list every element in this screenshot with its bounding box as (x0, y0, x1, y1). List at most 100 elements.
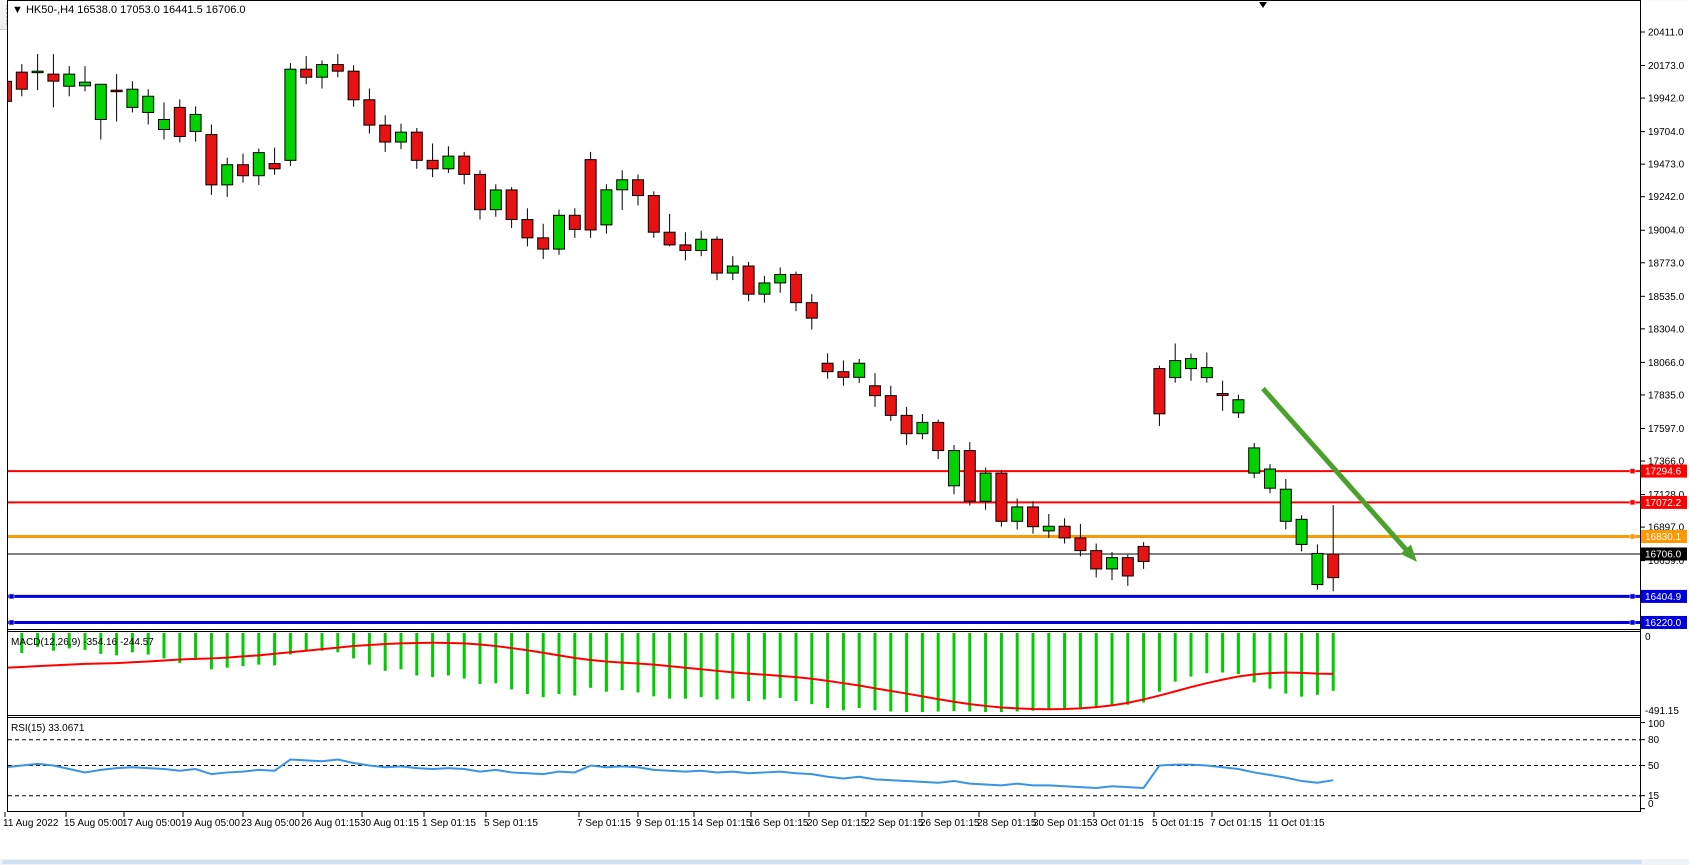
price-tick-label: 20411.0 (1648, 28, 1684, 39)
candle-body (869, 385, 881, 397)
candle-body (695, 238, 708, 252)
candle-body (711, 238, 723, 274)
macd-signal-line (8, 641, 1334, 711)
hline-handle[interactable] (1629, 619, 1636, 626)
hline-handle[interactable] (8, 593, 15, 600)
hline-handle[interactable] (1629, 593, 1636, 600)
candle-body (300, 68, 313, 78)
candle-body (632, 179, 644, 197)
hline-handle[interactable] (8, 619, 15, 626)
candle-body (410, 131, 423, 161)
chart-canvas[interactable]: ▼ HK50-,H4 16538.0 17053.0 16441.5 16706… (0, 0, 1689, 835)
candle-body (916, 421, 929, 435)
time-tick-label: 1 Sep 01:15 (422, 818, 476, 829)
candle-body (1169, 360, 1182, 379)
price-tick-label: 17835.0 (1648, 390, 1685, 401)
time-tick-label: 19 Aug 05:00 (181, 818, 240, 829)
price-axis-area[interactable] (1640, 0, 1689, 812)
candle-body (837, 371, 850, 378)
candle-body (900, 414, 913, 435)
rsi-axis-label: 15 (1648, 791, 1660, 802)
candle-body (474, 173, 486, 211)
trend-arrow-line[interactable] (1261, 386, 1412, 556)
candle-body (584, 159, 597, 231)
candle-body (8, 80, 12, 102)
candle-body (158, 118, 170, 130)
candle-body (1216, 393, 1229, 396)
candle-body (284, 68, 297, 161)
price-badge-17294.6 (1641, 464, 1687, 478)
time-tick-label: 16 Sep 01:15 (749, 818, 809, 829)
candle-body (142, 95, 155, 113)
price-badge-16404.9 (1641, 589, 1687, 603)
candle-body (963, 450, 976, 502)
price-badge-label: 16220.0 (1645, 618, 1682, 629)
hline-handle[interactable] (1629, 468, 1636, 474)
time-tick-label: 5 Sep 01:15 (484, 818, 538, 829)
candle-body (316, 64, 328, 78)
level-lines-layer (8, 468, 1640, 626)
chart-shift-marker[interactable] (1259, 2, 1267, 8)
candle-body (726, 265, 739, 274)
candle-body (884, 395, 897, 416)
candle-body (1248, 447, 1261, 474)
price-tick-label: 18773.0 (1648, 258, 1685, 269)
rsi-axis-label: 0 (1648, 799, 1654, 810)
time-tick-label: 7 Sep 01:15 (577, 818, 631, 829)
candle-body (395, 131, 407, 143)
hline-handle[interactable] (1629, 499, 1636, 506)
time-tick-label: 17 Aug 05:00 (122, 818, 181, 829)
time-tick-label: 11 Oct 01:15 (1268, 818, 1325, 829)
time-tick-label: 26 Sep 01:15 (920, 818, 980, 829)
price-tick-label: 20173.0 (1648, 61, 1685, 72)
price-tick-label: 19242.0 (1648, 192, 1685, 203)
rsi-layer (8, 739, 1640, 797)
candle-body (268, 163, 281, 170)
candle-body (458, 155, 471, 175)
price-badge-16706.0 (1641, 547, 1687, 561)
candles-layer (8, 54, 1340, 592)
candle-body (1106, 557, 1118, 570)
price-badge-17072.2 (1641, 495, 1687, 509)
price-badge-label: 16706.0 (1645, 550, 1682, 561)
candle-body (252, 152, 265, 177)
candle-body (1027, 506, 1039, 528)
time-tick-label: 26 Aug 01:15 (301, 818, 360, 829)
trend-arrow-head[interactable] (1400, 544, 1417, 562)
candle-body (15, 71, 28, 90)
candle-body (1295, 518, 1308, 545)
macd-axis-label: -491.15 (1645, 706, 1679, 717)
candle-body (47, 73, 60, 82)
candle-body (1137, 545, 1150, 562)
candle-body (1042, 525, 1055, 532)
chart-window[interactable] (7, 0, 1641, 812)
candle-body (979, 472, 992, 502)
scrollbar-thumb[interactable] (2, 860, 1642, 864)
horizontal-scrollbar[interactable] (0, 859, 1689, 865)
candle-body (1074, 537, 1087, 552)
time-tick-label: 14 Sep 01:15 (692, 818, 752, 829)
candle-body (932, 421, 945, 452)
candle-body (553, 214, 565, 250)
candle-body (853, 362, 866, 378)
candle-body (568, 214, 581, 230)
rsi-line (8, 758, 1334, 789)
price-tick-label: 18304.0 (1648, 324, 1685, 335)
candle-body (1011, 506, 1024, 522)
candle-body (1090, 550, 1103, 570)
candle-body (1153, 368, 1166, 415)
price-tick-label: 19473.0 (1648, 160, 1685, 171)
time-tick-label: 3 Oct 01:15 (1092, 818, 1144, 829)
hline-handle[interactable] (1629, 533, 1636, 540)
candle-body (237, 164, 249, 177)
candle-body (758, 282, 771, 295)
candle-body (616, 179, 629, 191)
candle-body (173, 106, 186, 138)
time-tick-label: 23 Aug 05:00 (241, 818, 300, 829)
time-tick-label: 7 Oct 01:15 (1210, 818, 1262, 829)
candle-body (790, 273, 802, 304)
candle-body (679, 244, 692, 252)
candle-body (63, 73, 76, 87)
candle-body (1264, 468, 1276, 489)
